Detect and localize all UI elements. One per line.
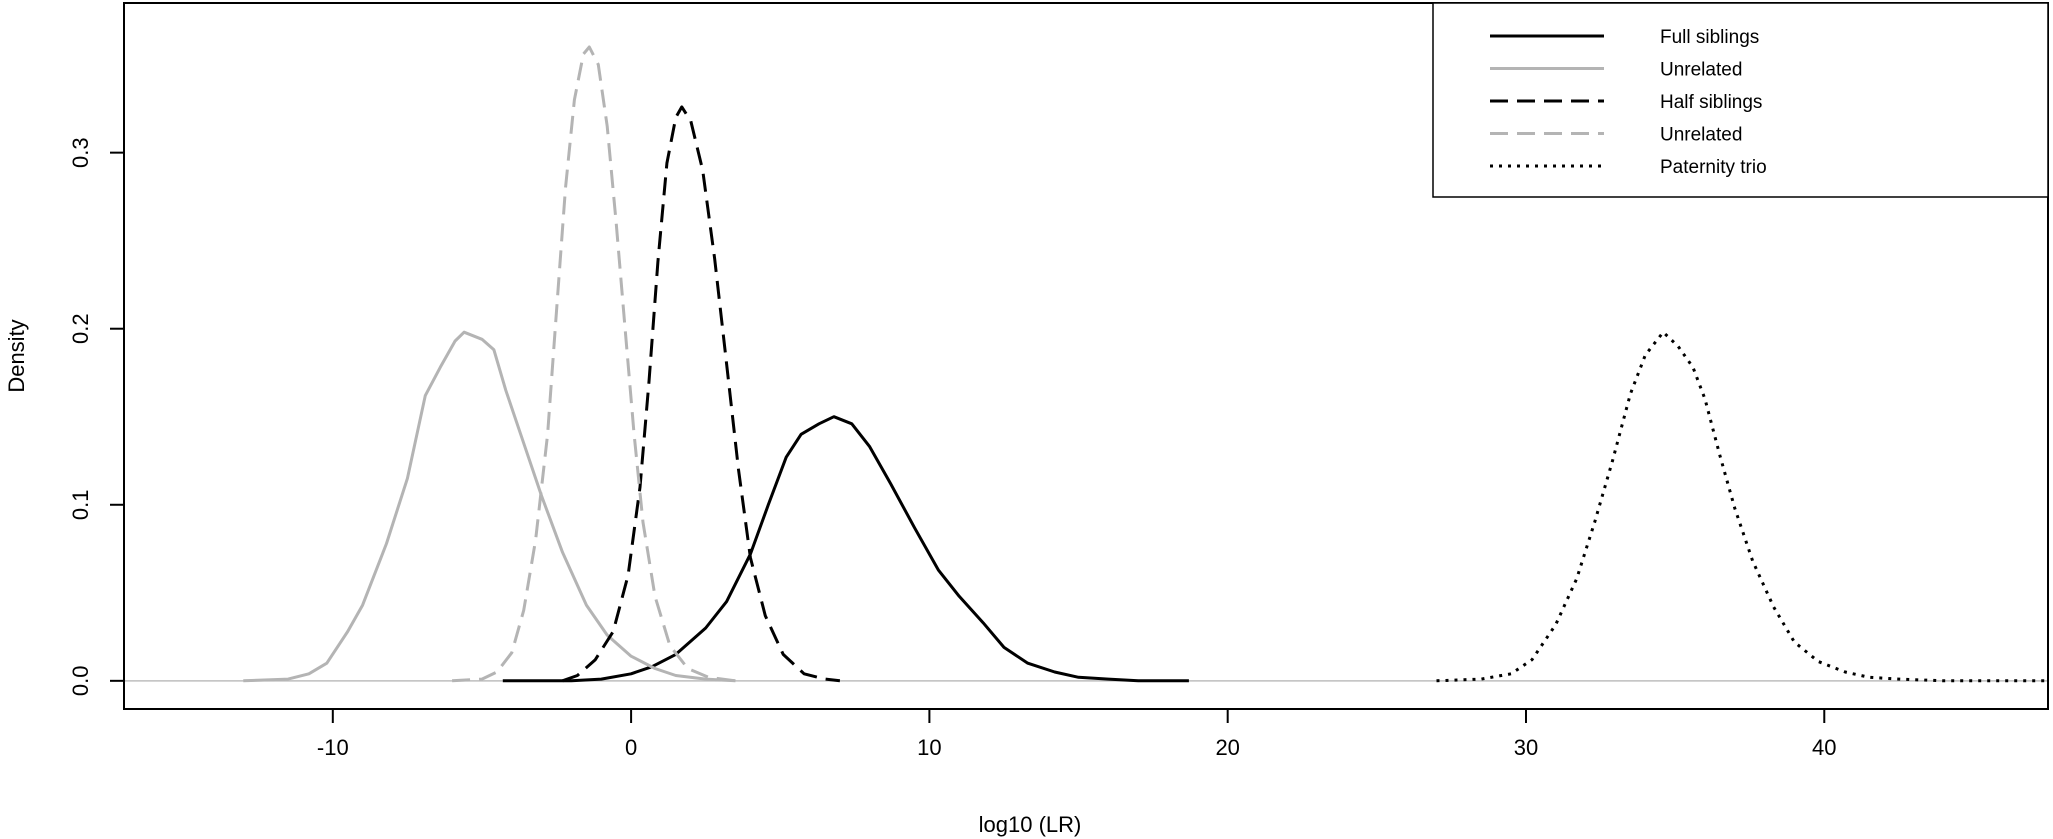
- plot-frame: [123, 2, 2049, 710]
- series-line-half-siblings-2: [561, 105, 841, 683]
- series-line-full-siblings-0: [502, 415, 1189, 683]
- series-line-unrelated-1: [243, 330, 736, 683]
- legend-label-0: Full siblings: [1660, 27, 1759, 48]
- y-tick-label-1: 0.1: [68, 490, 93, 521]
- series-line-paternity-trio-4: [1436, 330, 2048, 683]
- x-tick-label-1: 0: [625, 735, 637, 760]
- legend-label-2: Half siblings: [1660, 92, 1762, 113]
- x-tick-label-5: 40: [1812, 735, 1836, 760]
- x-tick-label-2: 10: [917, 735, 941, 760]
- y-tick-label-2: 0.2: [68, 313, 93, 344]
- x-axis: -10 0 10 20 30 40: [317, 709, 1837, 760]
- x-tick-label-3: 20: [1215, 735, 1239, 760]
- x-axis-title: log10 (LR): [979, 812, 1082, 837]
- series-line-unrelated-3: [452, 45, 736, 683]
- legend-label-4: Paternity trio: [1660, 157, 1767, 178]
- x-tick-label-0: -10: [317, 735, 349, 760]
- legend: Full siblings Unrelated Half siblings Unrel…: [1432, 2, 2049, 198]
- legend-label-3: Unrelated: [1660, 125, 1742, 146]
- y-tick-label-3: 0.3: [68, 137, 93, 168]
- y-tick-label-0: 0.0: [68, 666, 93, 697]
- x-tick-label-4: 30: [1514, 735, 1538, 760]
- y-axis: 0.0 0.1 0.2 0.3: [68, 137, 124, 696]
- legend-label-1: Unrelated: [1660, 60, 1742, 81]
- curves-layer: [124, 45, 2048, 683]
- y-axis-title: Density: [4, 319, 29, 392]
